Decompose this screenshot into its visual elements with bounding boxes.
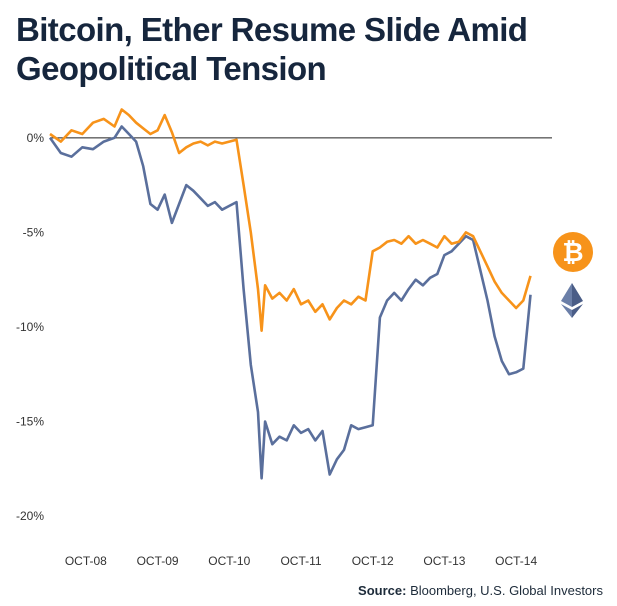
svg-text:₿: ₿ — [562, 237, 583, 267]
chart-title: Bitcoin, Ether Resume Slide Amid Geopoli… — [16, 11, 528, 87]
y-tick-label: -20% — [16, 509, 44, 523]
source-label: Source: — [358, 583, 407, 598]
source-text: Bloomberg, U.S. Global Investors — [410, 583, 603, 598]
bitcoin-series-line — [49, 108, 532, 332]
x-tick-label: OCT-10 — [208, 554, 250, 568]
source-note: Source: Bloomberg, U.S. Global Investors — [358, 583, 603, 598]
bitcoin-logo-icon: ₿ — [553, 232, 593, 272]
x-tick-label: OCT-14 — [495, 554, 537, 568]
x-tick-label: OCT-08 — [65, 554, 107, 568]
x-axis-ticks: OCT-08 OCT-09 OCT-10 OCT-11 OCT-12 OCT-13 OCT-… — [65, 554, 538, 568]
y-tick-label: -5% — [23, 225, 45, 239]
y-tick-label: -10% — [16, 320, 44, 334]
y-tick-label: -15% — [16, 415, 44, 429]
x-tick-label: OCT-12 — [352, 554, 394, 568]
ethereum-logo-icon — [561, 283, 583, 318]
y-axis-ticks: 0% -5% -10% -15% -20% — [16, 131, 44, 523]
x-tick-label: OCT-13 — [423, 554, 465, 568]
ether-series-line — [48, 125, 532, 480]
series-lines — [48, 108, 532, 480]
y-tick-label: 0% — [27, 131, 45, 145]
x-tick-label: OCT-09 — [137, 554, 179, 568]
x-tick-label: OCT-11 — [280, 554, 321, 568]
